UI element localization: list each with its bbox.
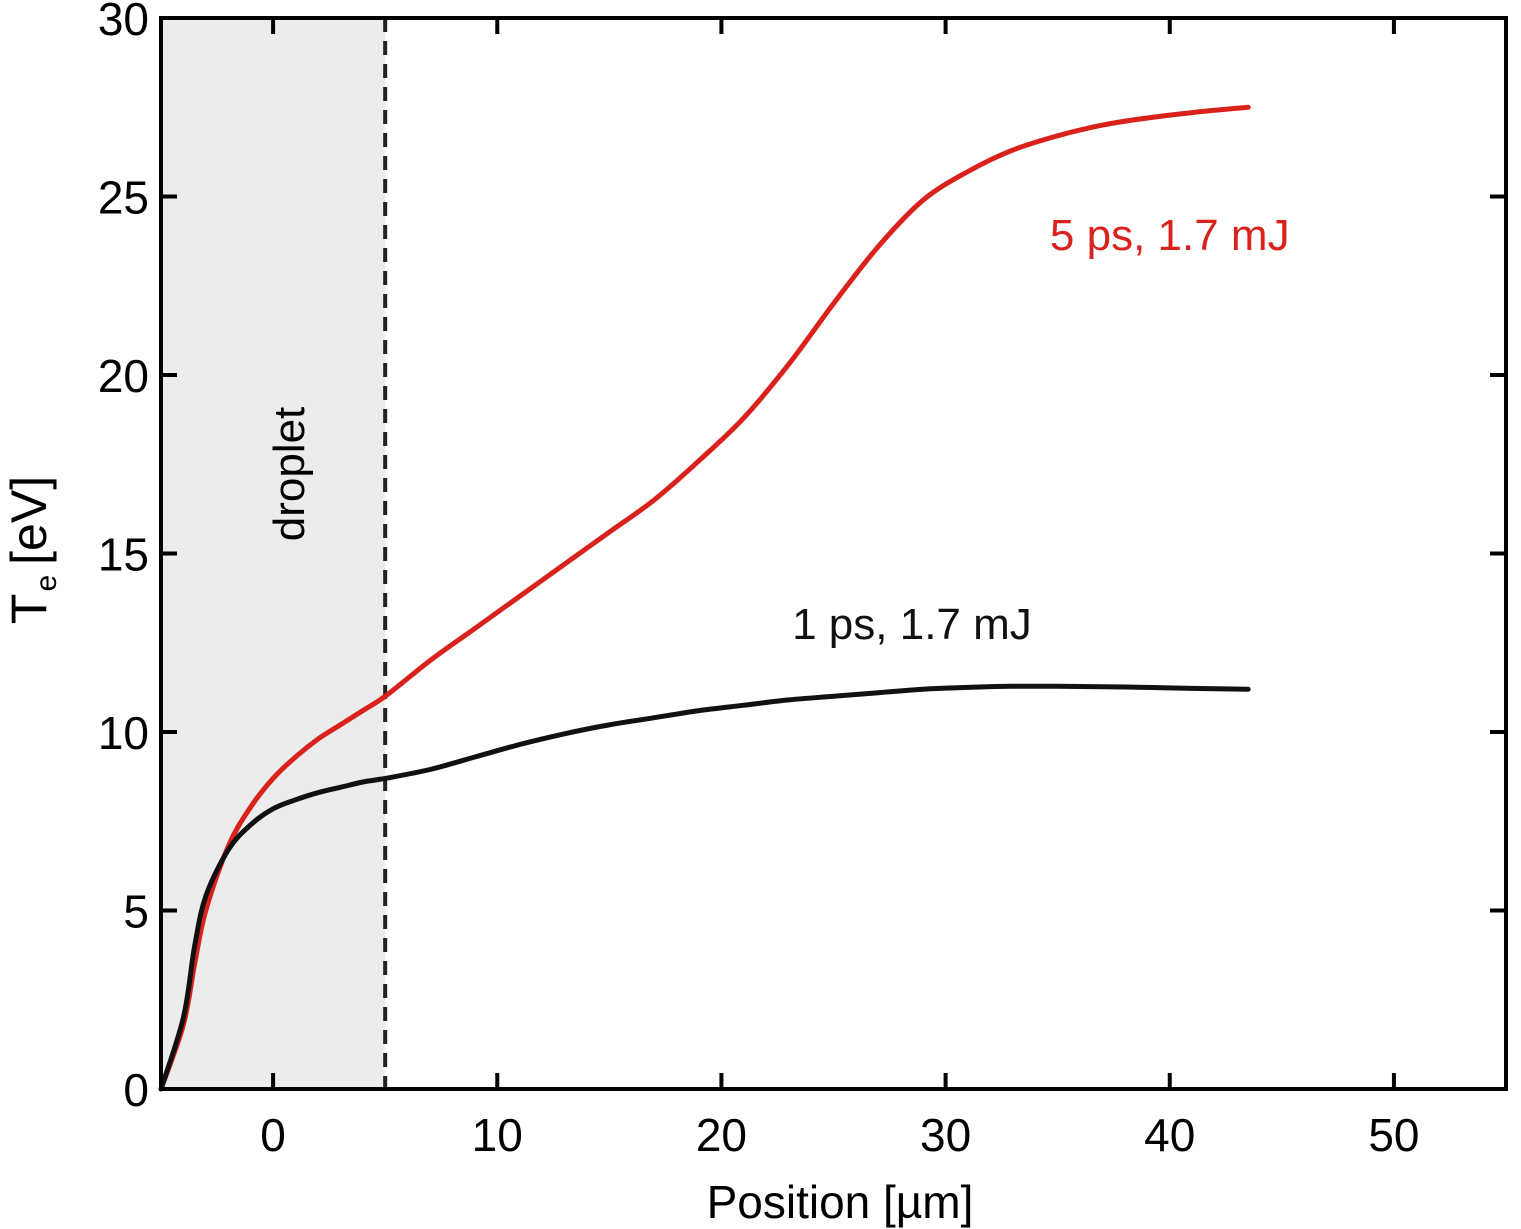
y-axis-title: Te [eV] bbox=[1, 476, 63, 624]
plot-frame bbox=[159, 16, 1508, 1091]
y-axis-title-unit: [eV] bbox=[1, 476, 57, 565]
y-tick-label: 20 bbox=[98, 350, 149, 402]
x-tick-label: 30 bbox=[920, 1109, 971, 1161]
x-tick-label: 0 bbox=[260, 1109, 286, 1161]
x-tick-labels: 0 10 20 30 40 50 bbox=[260, 1109, 1419, 1161]
x-tick-label: 40 bbox=[1144, 1109, 1195, 1161]
droplet-label: droplet bbox=[265, 407, 314, 542]
y-tick-label: 30 bbox=[98, 0, 149, 45]
y-axis-title-main: T bbox=[1, 594, 57, 625]
series-layer bbox=[158, 104, 1251, 1092]
x-tick-label: 20 bbox=[696, 1109, 747, 1161]
y-tick-label: 10 bbox=[98, 707, 149, 759]
x-axis-title: Position [µm] bbox=[707, 1176, 974, 1228]
y-tick-labels: 0 5 10 15 20 25 30 bbox=[98, 0, 149, 1116]
droplet-region bbox=[161, 18, 386, 1089]
series-line-5ps bbox=[158, 104, 1251, 1092]
series-line-1ps bbox=[158, 683, 1251, 1092]
x-tick-label: 50 bbox=[1368, 1109, 1419, 1161]
x-tick-label: 10 bbox=[472, 1109, 523, 1161]
y-tick-label: 5 bbox=[123, 886, 149, 938]
y-tick-label: 25 bbox=[98, 172, 149, 224]
y-axis-title-subscript: e bbox=[30, 575, 63, 592]
svg-text:Te[eV]: Te [eV] bbox=[1, 476, 63, 624]
y-tick-label: 15 bbox=[98, 529, 149, 581]
y-tick-label: 0 bbox=[123, 1064, 149, 1116]
annotation-1ps: 1 ps, 1.7 mJ bbox=[792, 600, 1032, 649]
annotation-5ps: 5 ps, 1.7 mJ bbox=[1050, 211, 1290, 260]
